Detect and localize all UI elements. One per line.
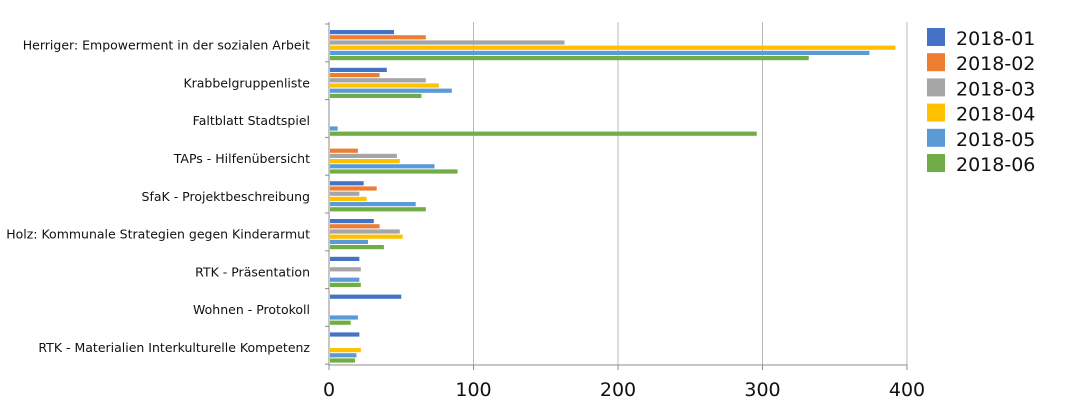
bar-2018-02-3 [330,148,358,153]
bars [330,30,896,363]
category-label: Wohnen - Protokoll [193,302,310,317]
category-label: Holz: Kommunale Strategien gegen Kindera… [6,227,310,242]
bar-2018-03-6 [330,267,361,272]
bar-2018-04-8 [330,348,361,353]
legend: 2018-01 2018-02 2018-03 2018-04 2018-05 2018-… [927,28,1035,176]
bar-2018-05-1 [330,88,452,93]
category-label: TAPs - Hilfenübersicht [173,151,310,166]
bar-2018-05-7 [330,315,358,320]
bar-2018-05-8 [330,353,357,358]
legend-label: 2018-06 [956,154,1035,176]
bar-2018-06-3 [330,169,458,174]
category-label: Faltblatt Stadtspiel [193,113,310,128]
x-tick-label: 300 [744,379,780,401]
category-label: RTK - Materialien Interkulturelle Kompet… [38,340,310,355]
bar-2018-03-5 [330,229,400,234]
bar-2018-06-6 [330,282,361,287]
bar-2018-04-3 [330,159,400,164]
bar-2018-04-1 [330,83,439,88]
legend-swatch-2018-05 [927,128,945,147]
bar-2018-02-0 [330,35,426,40]
bar-2018-03-3 [330,153,397,158]
bar-2018-02-4 [330,186,377,191]
bar-2018-01-8 [330,332,360,337]
bar-2018-01-4 [330,181,364,186]
category-label: Krabbelgruppenliste [183,75,310,90]
bar-2018-04-4 [330,196,367,201]
bar-2018-04-5 [330,234,403,239]
gridlines [473,22,908,365]
legend-label: 2018-05 [956,129,1035,151]
bar-2018-06-7 [330,320,351,325]
category-label: Herriger: Empowerment in der sozialen Ar… [23,38,310,53]
legend-label: 2018-03 [956,78,1035,100]
bar-2018-06-0 [330,56,809,61]
bar-2018-06-5 [330,245,384,250]
bar-2018-05-4 [330,202,416,207]
bar-2018-05-3 [330,164,435,169]
bar-2018-01-6 [330,256,360,261]
x-tick-label: 200 [600,379,636,401]
bar-2018-01-5 [330,219,374,224]
bar-2018-01-1 [330,67,387,72]
bar-2018-06-2 [330,131,757,136]
x-tick-label: 0 [323,379,335,401]
x-tick-label: 400 [889,379,925,401]
category-labels: Herriger: Empowerment in der sozialen Ar… [6,38,310,355]
bar-2018-05-2 [330,126,338,131]
bar-2018-06-8 [330,358,356,363]
bar-2018-06-1 [330,93,422,98]
bar-2018-01-7 [330,294,402,299]
legend-swatch-2018-03 [927,78,945,97]
legend-label: 2018-01 [956,28,1035,50]
bar-2018-02-5 [330,224,380,229]
bar-2018-03-4 [330,191,360,196]
legend-label: 2018-04 [956,104,1035,126]
category-label: SfaK - Projektbeschreibung [142,189,310,204]
bar-2018-03-0 [330,40,565,45]
bar-2018-01-0 [330,30,395,35]
axes [325,22,908,370]
bar-2018-05-5 [330,239,369,244]
legend-swatch-2018-06 [927,154,945,172]
bar-2018-05-0 [330,50,870,55]
bar-2018-05-6 [330,277,360,282]
x-tick-labels: 0 100 200 300 400 [323,379,925,401]
legend-swatch-2018-04 [927,103,945,122]
bar-2018-02-1 [330,73,380,78]
bar-2018-04-0 [330,45,896,50]
bar-2018-03-1 [330,78,426,83]
x-tick-label: 100 [455,379,491,401]
bar-2018-06-4 [330,207,426,212]
legend-swatch-2018-02 [927,53,945,72]
category-label: RTK - Präsentation [195,264,310,279]
legend-label: 2018-02 [956,53,1035,75]
legend-swatch-2018-01 [927,28,945,46]
